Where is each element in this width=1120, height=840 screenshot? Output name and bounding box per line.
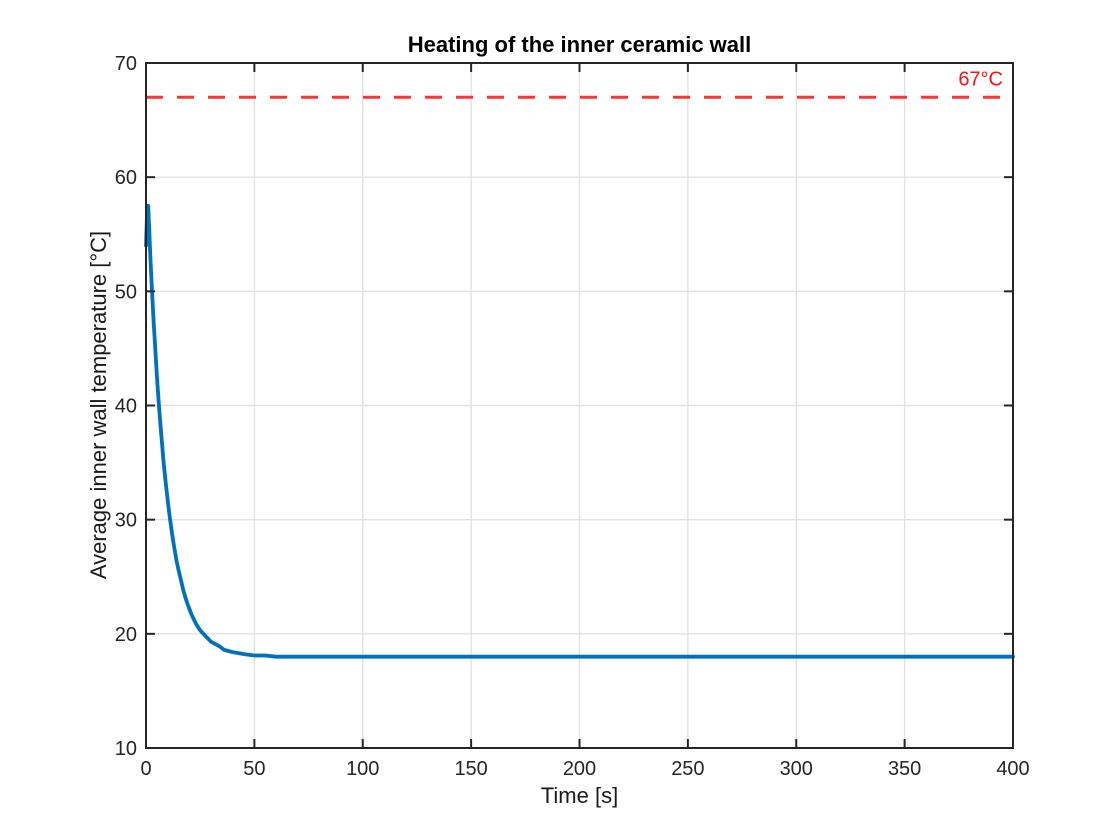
x-tick-label: 250 <box>671 758 704 780</box>
y-tick-label: 50 <box>115 281 137 303</box>
x-axis-label: Time [s] <box>540 783 619 808</box>
data-line-average-inner-wall-temperature <box>144 203 1015 659</box>
y-tick-label: 70 <box>115 53 137 75</box>
x-tick-label: 0 <box>140 758 151 780</box>
y-axis-label: Average inner wall temperature [°C] <box>86 230 111 580</box>
y-tick-label: 20 <box>115 624 137 646</box>
y-tick-label: 40 <box>115 396 137 418</box>
y-tick-label: 60 <box>115 167 137 189</box>
threshold-label: 67°C <box>958 68 1003 90</box>
y-tick-label: 30 <box>115 510 137 532</box>
x-tick-label: 350 <box>888 758 921 780</box>
x-tick-label: 100 <box>346 758 379 780</box>
chart-title: Heating of the inner ceramic wall <box>407 32 752 57</box>
x-tick-label: 150 <box>454 758 487 780</box>
x-tick-label: 200 <box>563 758 596 780</box>
x-tick-label: 300 <box>780 758 813 780</box>
x-tick-label: 50 <box>243 758 265 780</box>
y-tick-label: 10 <box>115 738 137 760</box>
x-tick-label: 400 <box>996 758 1029 780</box>
